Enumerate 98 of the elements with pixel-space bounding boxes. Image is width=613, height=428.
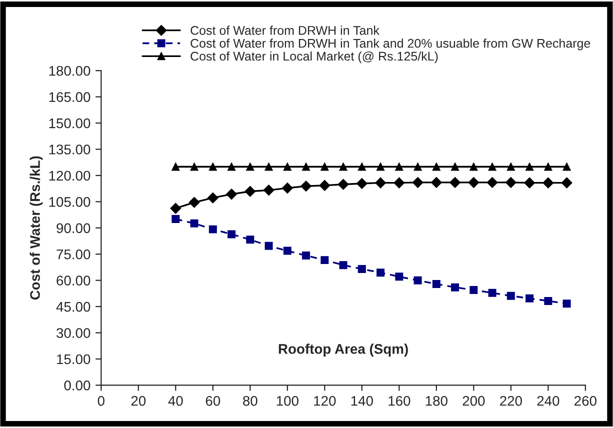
point	[451, 162, 460, 171]
point	[375, 177, 386, 188]
y-tick-label: 75.00	[56, 249, 90, 260]
point	[506, 292, 515, 300]
y-tick-label: 150.00	[49, 118, 90, 128]
point	[190, 219, 198, 228]
y-tick-label: 15.00	[57, 354, 90, 364]
point	[170, 202, 182, 214]
y-tick-label: 0.00	[64, 380, 90, 390]
y-tick-label: 135.00	[49, 144, 90, 154]
point	[358, 162, 366, 171]
point	[264, 242, 273, 250]
point	[414, 162, 422, 171]
point	[468, 177, 480, 188]
point	[562, 300, 571, 308]
point	[414, 276, 422, 284]
point	[358, 264, 366, 273]
point	[320, 256, 329, 264]
point	[376, 268, 385, 277]
point	[282, 182, 293, 194]
y-tick-label: 45.00	[56, 302, 90, 312]
y-tick-label: 120.00	[49, 170, 90, 181]
point	[207, 192, 218, 204]
point	[470, 286, 478, 294]
x-tick-label: 200	[462, 396, 485, 406]
point	[562, 162, 571, 171]
x-tick-label: 240	[537, 396, 560, 406]
point	[544, 162, 552, 171]
x-tick-label: 140	[351, 396, 373, 406]
point	[228, 230, 236, 238]
x-tick-label: 100	[276, 396, 298, 406]
x-tick-label: 80	[243, 396, 258, 406]
point	[432, 162, 440, 171]
point	[542, 177, 554, 188]
legend-label: Cost of Water from DRWH in Tank	[190, 26, 380, 35]
point	[300, 180, 312, 192]
point	[486, 177, 498, 188]
point	[246, 236, 254, 244]
x-tick-label: 180	[426, 396, 448, 406]
point	[338, 178, 349, 190]
point	[526, 294, 534, 302]
point	[432, 280, 440, 288]
y-tick-label: 180.00	[49, 66, 90, 76]
point	[208, 162, 217, 171]
point	[376, 162, 385, 171]
point	[505, 177, 516, 188]
legend-label: Cost of Water from DRWH in Tank and 20% usuable from GW Recharge	[190, 38, 590, 50]
point	[544, 296, 552, 305]
point	[228, 162, 236, 171]
point	[172, 215, 180, 223]
x-tick-label: 220	[500, 396, 522, 406]
point	[488, 162, 496, 171]
point	[395, 162, 404, 171]
point	[339, 261, 348, 270]
point	[208, 225, 217, 234]
y-tick-label: 60.00	[56, 276, 90, 286]
point	[172, 162, 180, 171]
point	[283, 162, 292, 171]
point	[190, 162, 198, 171]
x-tick-label: 40	[168, 396, 183, 406]
y-tick-label: 90.00	[56, 223, 90, 234]
y-tick-label: 105.00	[49, 197, 90, 207]
point	[283, 246, 292, 255]
point	[524, 177, 535, 188]
y-tick-label: 30.00	[56, 328, 90, 338]
x-axis-title: Rooftop Area (Sqm)	[278, 344, 408, 357]
y-tick-label: 165.00	[49, 92, 90, 102]
point	[244, 186, 256, 197]
x-tick-label: 0	[98, 396, 104, 406]
point	[226, 188, 237, 200]
point	[506, 162, 515, 171]
point	[395, 272, 404, 281]
point	[470, 162, 478, 171]
point	[188, 196, 200, 208]
point	[356, 178, 368, 189]
x-tick-label: 60	[206, 396, 220, 406]
point	[450, 177, 460, 188]
x-tick-label: 160	[388, 396, 410, 406]
point	[339, 162, 348, 171]
point	[561, 177, 572, 188]
x-tick-label: 260	[574, 396, 596, 406]
legend-label: Cost of Water in Local Market (@ Rs.125/kL)	[190, 51, 438, 64]
x-tick-label: 120	[314, 396, 336, 406]
point	[526, 162, 534, 171]
point	[302, 252, 310, 260]
point	[412, 177, 424, 188]
point	[264, 162, 273, 171]
point	[320, 162, 329, 171]
point	[302, 162, 310, 171]
point	[246, 162, 254, 171]
point	[488, 288, 496, 297]
x-tick-label: 20	[131, 396, 146, 406]
point	[451, 283, 460, 292]
y-axis-title: Cost of Water (Rs./kL)	[30, 156, 43, 300]
point	[394, 177, 405, 188]
point	[263, 184, 274, 196]
point	[319, 180, 330, 191]
point	[430, 177, 442, 188]
